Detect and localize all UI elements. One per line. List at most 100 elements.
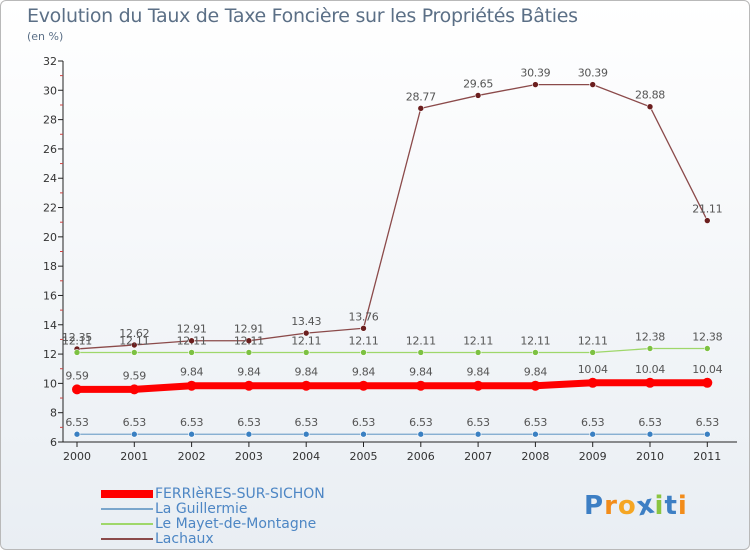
data-point-la-guillermie: [188, 430, 195, 438]
data-point-ferrieres-sur-sichon: [243, 380, 254, 391]
x-tick-label: 2002: [178, 450, 206, 463]
x-tick-label: 2010: [636, 450, 664, 463]
data-label-ferrieres-sur-sichon: 9.84: [466, 366, 490, 379]
data-label-le-mayet-de-montagne: 12.38: [692, 331, 722, 344]
data-label-la-guillermie: 6.53: [123, 416, 147, 429]
data-label-ferrieres-sur-sichon: 9.59: [123, 369, 147, 382]
y-tick-label: 10: [43, 377, 57, 390]
data-label-ferrieres-sur-sichon: 9.84: [409, 366, 433, 379]
data-point-la-guillermie: [417, 430, 425, 438]
data-label-lachaux: 13.43: [291, 315, 321, 328]
data-label-lachaux: 21.11: [692, 203, 722, 216]
data-point-le-mayet-de-montagne: [417, 349, 425, 356]
data-point-lachaux: [417, 105, 425, 112]
data-point-ferrieres-sur-sichon: [702, 377, 713, 388]
data-point-lachaux: [646, 103, 654, 111]
x-tick-label: 2009: [579, 450, 607, 463]
data-label-le-mayet-de-montagne: 12.11: [463, 334, 493, 347]
y-tick-label: 28: [43, 114, 57, 127]
data-point-lachaux: [589, 81, 597, 88]
data-point-lachaux: [188, 337, 195, 345]
data-label-lachaux: 28.88: [635, 89, 665, 102]
data-point-ferrieres-sur-sichon: [530, 380, 541, 391]
data-point-ferrieres-sur-sichon: [587, 377, 598, 388]
data-label-lachaux: 28.77: [406, 90, 436, 103]
y-tick-label: 12: [43, 348, 57, 361]
data-label-le-mayet-de-montagne: 12.11: [520, 334, 550, 347]
legend-swatch: [101, 523, 153, 525]
data-point-lachaux: [245, 337, 253, 345]
legend-label: Lachaux: [155, 531, 214, 547]
data-label-la-guillermie: 6.53: [638, 416, 662, 429]
series-line-ferrieres-sur-sichon: [73, 379, 711, 393]
data-label-ferrieres-sur-sichon: 9.84: [295, 366, 319, 379]
data-label-ferrieres-sur-sichon: 9.84: [524, 366, 548, 379]
data-point-ferrieres-sur-sichon: [72, 384, 82, 395]
y-tick-label: 30: [43, 84, 57, 97]
legend-label: Le Mayet-de-Montagne: [155, 516, 317, 532]
x-tick-label: 2008: [521, 450, 549, 463]
data-label-le-mayet-de-montagne: 12.11: [234, 334, 264, 347]
data-point-la-guillermie: [302, 430, 310, 438]
x-tick-label: 2000: [63, 450, 91, 463]
data-point-ferrieres-sur-sichon: [301, 380, 312, 391]
x-tick-label: 2003: [235, 450, 263, 463]
data-point-ferrieres-sur-sichon: [129, 384, 140, 395]
data-label-ferrieres-sur-sichon: 10.04: [578, 363, 608, 376]
data-label-la-guillermie: 6.53: [524, 416, 548, 429]
data-point-ferrieres-sur-sichon: [473, 380, 484, 391]
data-point-ferrieres-sur-sichon: [358, 380, 369, 391]
data-label-le-mayet-de-montagne: 12.11: [349, 334, 379, 347]
data-label-lachaux: 12.35: [62, 331, 92, 344]
data-label-lachaux: 30.39: [578, 67, 608, 80]
data-label-le-mayet-de-montagne: 12.11: [578, 334, 608, 347]
y-tick-label: 8: [50, 407, 57, 420]
data-label-la-guillermie: 6.53: [180, 416, 204, 429]
data-point-le-mayet-de-montagne: [532, 349, 539, 356]
y-tick-label: 26: [43, 143, 57, 156]
y-tick-label: 6: [50, 436, 57, 449]
data-label-lachaux: 12.62: [119, 327, 149, 340]
data-point-la-guillermie: [646, 430, 654, 438]
data-label-la-guillermie: 6.53: [295, 416, 319, 429]
series-line-lachaux: [76, 83, 708, 350]
data-label-le-mayet-de-montagne: 12.11: [62, 334, 92, 347]
data-point-ferrieres-sur-sichon: [186, 380, 197, 391]
legend-swatch: [101, 508, 153, 510]
data-point-la-guillermie: [360, 430, 367, 438]
data-point-le-mayet-de-montagne: [474, 349, 482, 356]
data-point-la-guillermie: [532, 430, 539, 438]
data-point-le-mayet-de-montagne: [73, 349, 81, 356]
y-tick-label: 16: [43, 289, 57, 302]
data-point-la-guillermie: [474, 430, 482, 438]
data-label-le-mayet-de-montagne: 12.38: [635, 331, 665, 344]
data-point-la-guillermie: [703, 430, 711, 438]
data-label-la-guillermie: 6.53: [581, 416, 605, 429]
logo-letter: r: [604, 491, 618, 521]
data-label-la-guillermie: 6.53: [237, 416, 261, 429]
logo-letter: i: [677, 491, 688, 521]
data-label-lachaux: 30.39: [520, 67, 550, 80]
legend-swatch: [101, 538, 153, 540]
x-tick-label: 2006: [407, 450, 435, 463]
data-point-le-mayet-de-montagne: [589, 349, 597, 356]
y-tick-label: 22: [43, 202, 57, 215]
data-point-le-mayet-de-montagne: [646, 345, 654, 352]
logo-letter: o: [617, 491, 637, 521]
data-point-lachaux: [302, 329, 310, 337]
series-line-le-mayet-de-montagne: [76, 347, 708, 354]
legend-label: FERRIèRES-SUR-SICHON: [155, 486, 325, 502]
y-tick-label: 20: [43, 231, 57, 244]
logo-letter: t: [664, 491, 678, 521]
logo-letter: i: [654, 491, 665, 521]
data-label-la-guillermie: 6.53: [352, 416, 376, 429]
logo-letter: P: [584, 491, 605, 521]
data-label-ferrieres-sur-sichon: 9.84: [237, 366, 261, 379]
chart-subtitle: (en %): [27, 30, 64, 43]
data-point-lachaux: [703, 217, 711, 224]
data-label-la-guillermie: 6.53: [409, 416, 433, 429]
data-point-la-guillermie: [73, 430, 81, 438]
data-label-ferrieres-sur-sichon: 10.04: [692, 363, 722, 376]
x-tick-label: 2005: [350, 450, 378, 463]
